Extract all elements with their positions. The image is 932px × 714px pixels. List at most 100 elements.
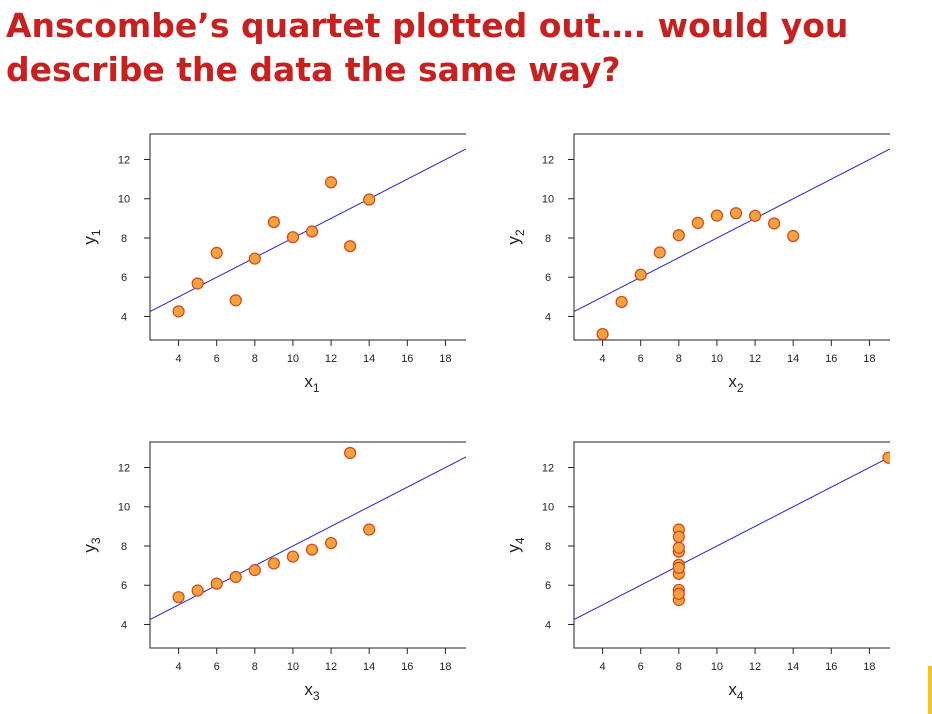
data-point	[596, 328, 609, 341]
y-tick-label: 10	[118, 194, 130, 206]
x-tick-label: 18	[863, 353, 875, 365]
x-tick-label: 18	[439, 661, 451, 673]
data-point	[286, 231, 300, 244]
regression-line	[574, 148, 890, 312]
scatter-plot-4: 4 6 8 10 12 14 16 18 4 6 8 10 12 x4 y4	[424, 428, 890, 713]
data-point	[672, 541, 685, 554]
y-axis-label: y4	[504, 537, 527, 553]
data-point	[229, 294, 242, 307]
data-point	[882, 451, 890, 464]
data-point	[248, 252, 261, 265]
x-tick-label: 4	[176, 661, 182, 673]
y-tick-label: 8	[545, 233, 551, 245]
data-point	[672, 587, 685, 600]
x-tick-label: 8	[676, 661, 682, 673]
data-point	[653, 246, 666, 259]
y-tick-label: 12	[118, 155, 130, 167]
x-tick-label: 10	[287, 661, 299, 673]
data-point	[229, 570, 242, 584]
x-tick-label: 18	[439, 353, 451, 365]
slide-title-line-1: Anscombe’s quartet plotted out…. would y…	[6, 6, 849, 45]
data-point	[191, 584, 204, 597]
data-point	[672, 561, 685, 574]
y-tick-label: 6	[545, 272, 551, 284]
y-tick-label: 6	[545, 580, 551, 592]
y-tick-label: 8	[121, 233, 127, 245]
data-point	[248, 564, 261, 577]
y-tick-label: 6	[121, 580, 127, 592]
chart-svg: 4 6 8 10 12 14 16 18 4 6 8 10 12 x3 y3	[80, 441, 466, 703]
y-tick-label: 8	[545, 541, 551, 553]
plot-frame	[573, 441, 890, 649]
x-axis-label: x3	[304, 680, 320, 703]
chart-svg: 4 6 8 10 12 14 16 18 4 6 8 10 12 x1 y1	[80, 133, 466, 395]
regression-line	[574, 456, 890, 620]
y-axis-label: y1	[80, 229, 103, 245]
data-point	[363, 193, 376, 206]
data-point	[267, 557, 280, 570]
data-point	[672, 530, 685, 543]
y-tick-label: 12	[118, 463, 130, 475]
x-tick-label: 12	[749, 661, 761, 673]
data-point	[344, 240, 357, 253]
accent-bar	[928, 666, 932, 714]
x-tick-label: 12	[325, 353, 337, 365]
data-point	[172, 305, 185, 318]
x-tick-label: 10	[711, 661, 723, 673]
x-axis-label: x2	[728, 372, 744, 395]
x-tick-label: 16	[825, 353, 837, 365]
x-tick-label: 14	[787, 353, 799, 365]
x-tick-label: 8	[252, 353, 258, 365]
data-point	[729, 207, 743, 220]
plot-frame	[149, 133, 466, 341]
x-tick-label: 6	[638, 661, 644, 673]
plot-frame	[149, 441, 466, 649]
chart-svg: 4 6 8 10 12 14 16 18 4 6 8 10 12 x2 y2	[504, 133, 890, 395]
x-tick-label: 16	[825, 661, 837, 673]
y-tick-label: 12	[542, 155, 554, 167]
data-point	[172, 591, 185, 604]
x-tick-label: 14	[363, 661, 375, 673]
scatter-plot-1: 4 6 8 10 12 14 16 18 4 6 8 10 12 x1 y1	[0, 120, 466, 405]
y-tick-label: 4	[545, 311, 551, 323]
data-point	[267, 215, 280, 229]
data-point	[710, 209, 724, 222]
scatter-plot-3: 4 6 8 10 12 14 16 18 4 6 8 10 12 x3 y3	[0, 428, 466, 713]
data-point	[324, 176, 338, 189]
scatter-plot-2: 4 6 8 10 12 14 16 18 4 6 8 10 12 x2 y2	[424, 120, 890, 405]
data-point	[305, 225, 319, 238]
x-tick-label: 18	[863, 661, 875, 673]
data-point	[210, 246, 223, 259]
data-point	[305, 543, 319, 556]
x-tick-label: 12	[749, 353, 761, 365]
x-axis-label: x1	[304, 372, 320, 395]
x-axis-label: x4	[728, 680, 744, 703]
y-tick-label: 12	[542, 463, 554, 475]
x-tick-label: 6	[638, 353, 644, 365]
y-tick-label: 10	[118, 502, 130, 514]
y-axis-label: y2	[504, 229, 527, 245]
x-tick-label: 12	[325, 661, 337, 673]
y-tick-label: 10	[542, 194, 554, 206]
regression-line	[150, 456, 466, 620]
plot-frame	[573, 133, 890, 341]
slide-title: Anscombe’s quartet plotted out…. would y…	[6, 4, 906, 92]
data-point	[191, 277, 204, 290]
y-axis-label: y3	[80, 537, 103, 553]
data-point	[768, 217, 781, 230]
y-tick-label: 4	[545, 619, 551, 631]
x-tick-label: 16	[401, 353, 413, 365]
data-point	[363, 523, 376, 536]
y-tick-label: 4	[121, 619, 127, 631]
slide-title-line-2: describe the data the same way?	[6, 50, 621, 89]
x-tick-label: 14	[787, 661, 799, 673]
x-tick-label: 4	[600, 353, 606, 365]
x-tick-label: 8	[676, 353, 682, 365]
x-tick-label: 10	[287, 353, 299, 365]
x-tick-label: 10	[711, 353, 723, 365]
data-point	[286, 550, 300, 563]
data-point	[344, 446, 357, 460]
x-tick-label: 4	[600, 661, 606, 673]
y-tick-label: 4	[121, 311, 127, 323]
data-point	[634, 268, 647, 281]
